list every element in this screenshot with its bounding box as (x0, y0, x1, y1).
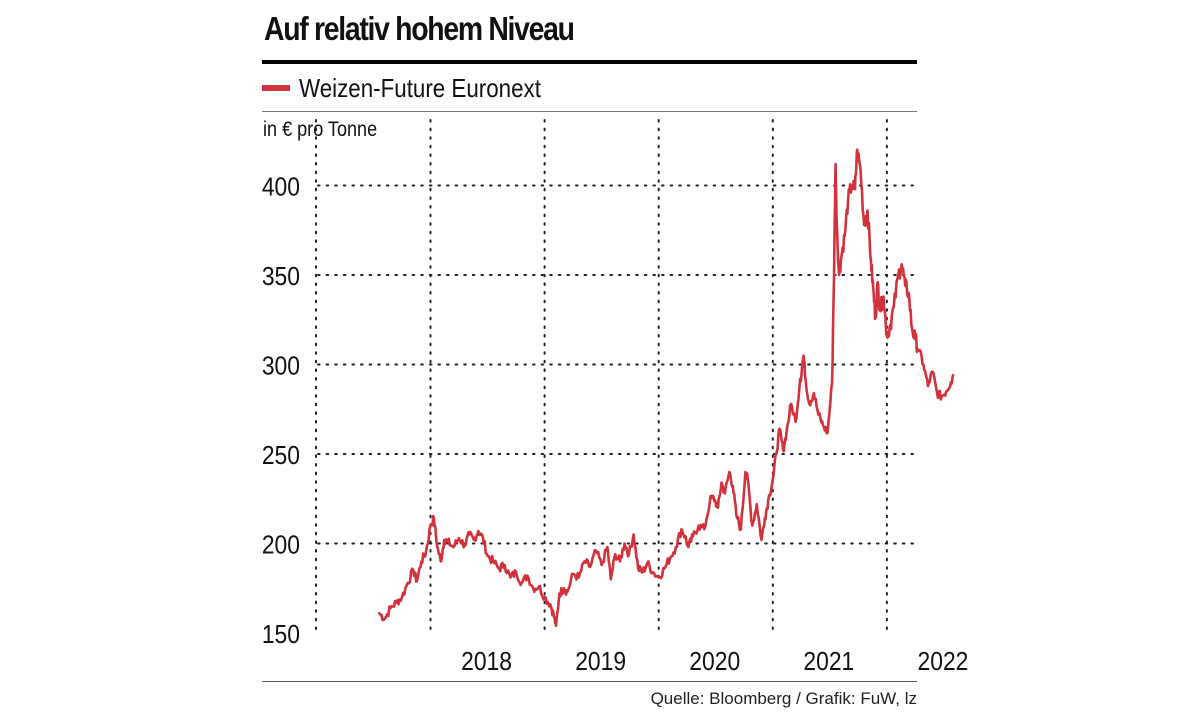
series-layer (377, 148, 955, 628)
y-tick-labels: 150 200 250 300 350 400 (262, 173, 300, 649)
x-tick-label-2022: 2022 (918, 648, 969, 677)
chart-title: Auf relativ hohem Niveau (264, 10, 575, 47)
y-tick-label: 300 (262, 352, 300, 381)
series-line-weizen-future (377, 148, 955, 628)
x-tick-label-2019: 2019 (575, 648, 626, 677)
x-tick-label-2020: 2020 (689, 648, 740, 677)
footer-rule (262, 681, 917, 682)
y-tick-label: 200 (262, 531, 300, 560)
y-tick-label: 250 (262, 442, 300, 471)
source-note: Quelle: Bloomberg / Grafik: FuW, lz (650, 689, 917, 708)
x-tick-label-2018: 2018 (461, 648, 512, 677)
legend-swatch (262, 85, 290, 91)
legend-label: Weizen-Future Euronext (299, 72, 541, 103)
y-tick-label: 150 (262, 621, 300, 650)
x-tick-label-2021: 2021 (803, 648, 854, 677)
legend-rule (262, 111, 917, 112)
title-rule (262, 60, 917, 64)
y-tick-label: 350 (262, 263, 300, 292)
y-tick-label: 400 (262, 173, 300, 202)
grid (315, 119, 916, 634)
legend: Weizen-Future Euronext (262, 72, 580, 104)
x-tick-labels: 2018 2019 2020 2021 2022 (461, 648, 968, 677)
y-axis-unit-label: in € pro Tonne (263, 118, 378, 141)
